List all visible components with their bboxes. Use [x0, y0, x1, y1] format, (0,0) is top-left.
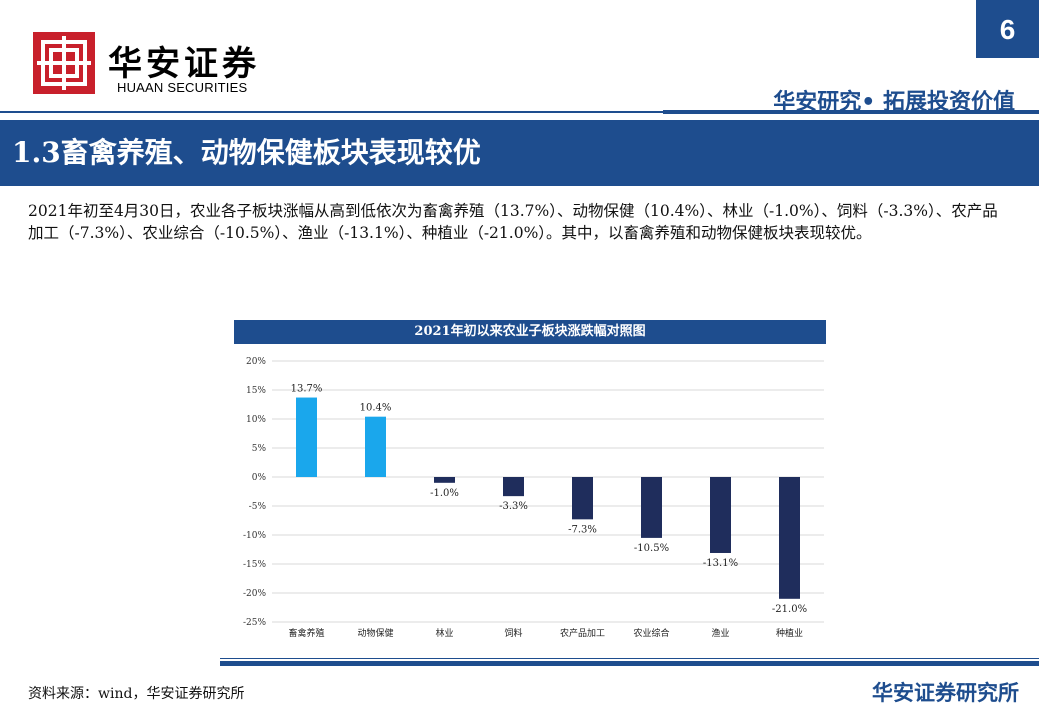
x-tick-label: 畜禽养殖: [288, 627, 324, 639]
y-tick-label: -15%: [243, 560, 266, 570]
x-tick-label: 渔业: [711, 628, 729, 639]
footer-divider-accent: [220, 661, 1039, 666]
bar-chart: 2021年初以来农业子板块涨跌幅对照图 20% 15% 10% 5% 0% -5% -10%…: [234, 320, 826, 644]
y-tick-label: -5%: [249, 502, 267, 512]
x-tick-label: 种植业: [776, 627, 803, 639]
bar: [434, 477, 455, 483]
data-label: -10.5%: [634, 543, 669, 554]
logo-emblem: [33, 32, 95, 94]
x-tick-label: 农产品加工: [560, 627, 605, 639]
source-note: 资料来源：wind，华安证券研究所: [28, 686, 245, 702]
logo-text-en: HUAAN SECURITIES: [117, 80, 248, 95]
data-label: 13.7%: [291, 384, 323, 395]
chart-title: 2021年初以来农业子板块涨跌幅对照图: [234, 320, 826, 344]
data-label: -13.1%: [703, 558, 738, 569]
y-tick-label: -20%: [243, 589, 266, 599]
chart-plot: 20% 15% 10% 5% 0% -5% -10% -15% -20% -25% 13.7% 畜禽养…: [243, 357, 824, 639]
bar: [296, 397, 317, 477]
bar: [572, 477, 593, 520]
footer-brand: 华安证券研究所: [872, 681, 1019, 705]
data-label: -21.0%: [772, 604, 807, 615]
body-paragraph: 2021年初至4月30日，农业各子板块涨幅从高到低依次为畜禽养殖（13.7%）、…: [28, 202, 998, 242]
company-logo-icon: [33, 32, 95, 94]
x-tick-label: 农业综合: [633, 627, 669, 639]
bar: [779, 477, 800, 599]
y-tick-label: 10%: [246, 415, 266, 425]
section-title-bar: [0, 120, 1039, 186]
bar: [503, 477, 524, 497]
y-tick-label: 20%: [246, 357, 266, 367]
y-tick-label: 15%: [246, 386, 266, 396]
y-tick-label: -25%: [243, 618, 266, 628]
bar: [710, 477, 731, 553]
bar: [365, 416, 386, 477]
page-number: 6: [976, 0, 1039, 58]
y-tick-label: -10%: [243, 531, 266, 541]
x-tick-label: 林业: [435, 627, 453, 639]
bar: [641, 477, 662, 538]
header-divider: [0, 111, 1039, 113]
data-label: -7.3%: [568, 524, 597, 535]
data-label: -3.3%: [499, 501, 528, 512]
section-title: 1.3畜禽养殖、动物保健板块表现较优: [12, 136, 481, 169]
footer-divider: [220, 658, 1039, 659]
header-divider-accent: [663, 110, 1039, 114]
x-tick-label: 动物保健: [357, 627, 393, 639]
logo-text-cn: 华安证券: [108, 44, 260, 84]
y-tick-label: 5%: [252, 444, 267, 454]
y-tick-label: 0%: [252, 473, 267, 483]
data-label: 10.4%: [360, 403, 392, 414]
x-tick-label: 饲料: [504, 627, 522, 639]
data-label: -1.0%: [430, 488, 459, 499]
